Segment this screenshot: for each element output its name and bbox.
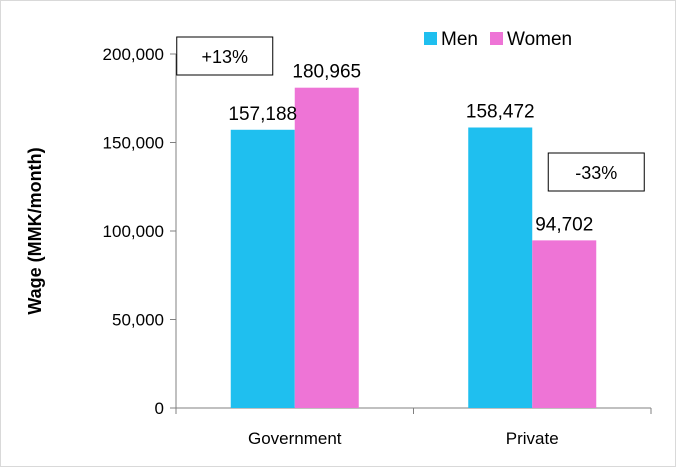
legend-label: Men <box>441 29 478 50</box>
annotation-text: +13% <box>201 47 248 67</box>
bar-men-government <box>230 129 295 409</box>
y-tick-label: 150,000 <box>103 134 164 153</box>
legend-swatch <box>490 32 503 45</box>
legend-label: Women <box>507 29 572 50</box>
axes: 0 50,000 100,000 150,000 200,000 Government Pr… <box>103 45 652 448</box>
annotations: +13% -33% <box>176 36 645 192</box>
data-label: 157,188 <box>228 104 297 125</box>
data-labels: 157,188 180,965 158,472 94,702 <box>228 62 593 236</box>
legend-swatch <box>424 32 437 45</box>
data-label: 158,472 <box>466 102 535 123</box>
annotation-box <box>176 36 274 76</box>
x-tick-label: Government <box>248 429 342 448</box>
bar-women-private <box>532 240 597 408</box>
x-tick-label: Private <box>506 429 559 448</box>
annotation-callout: -33% <box>547 152 645 192</box>
y-tick-label: 200,000 <box>103 45 164 64</box>
annotation-text: -33% <box>575 163 617 183</box>
data-label: 94,702 <box>535 214 593 235</box>
y-tick-label: 50,000 <box>112 311 164 330</box>
bar-women-government <box>294 87 359 408</box>
y-axis-title: Wage (MMK/month) <box>25 147 45 314</box>
legend-item-women: Women <box>490 29 572 50</box>
data-label: 180,965 <box>292 62 361 83</box>
bars <box>230 87 597 409</box>
annotation-box <box>547 152 645 192</box>
bar-men-private <box>468 127 533 408</box>
y-tick-label: 0 <box>155 399 164 418</box>
legend: Men Women <box>424 29 572 50</box>
y-tick-label: 100,000 <box>103 222 164 241</box>
annotation-callout: +13% <box>176 36 274 76</box>
legend-item-men: Men <box>424 29 478 50</box>
